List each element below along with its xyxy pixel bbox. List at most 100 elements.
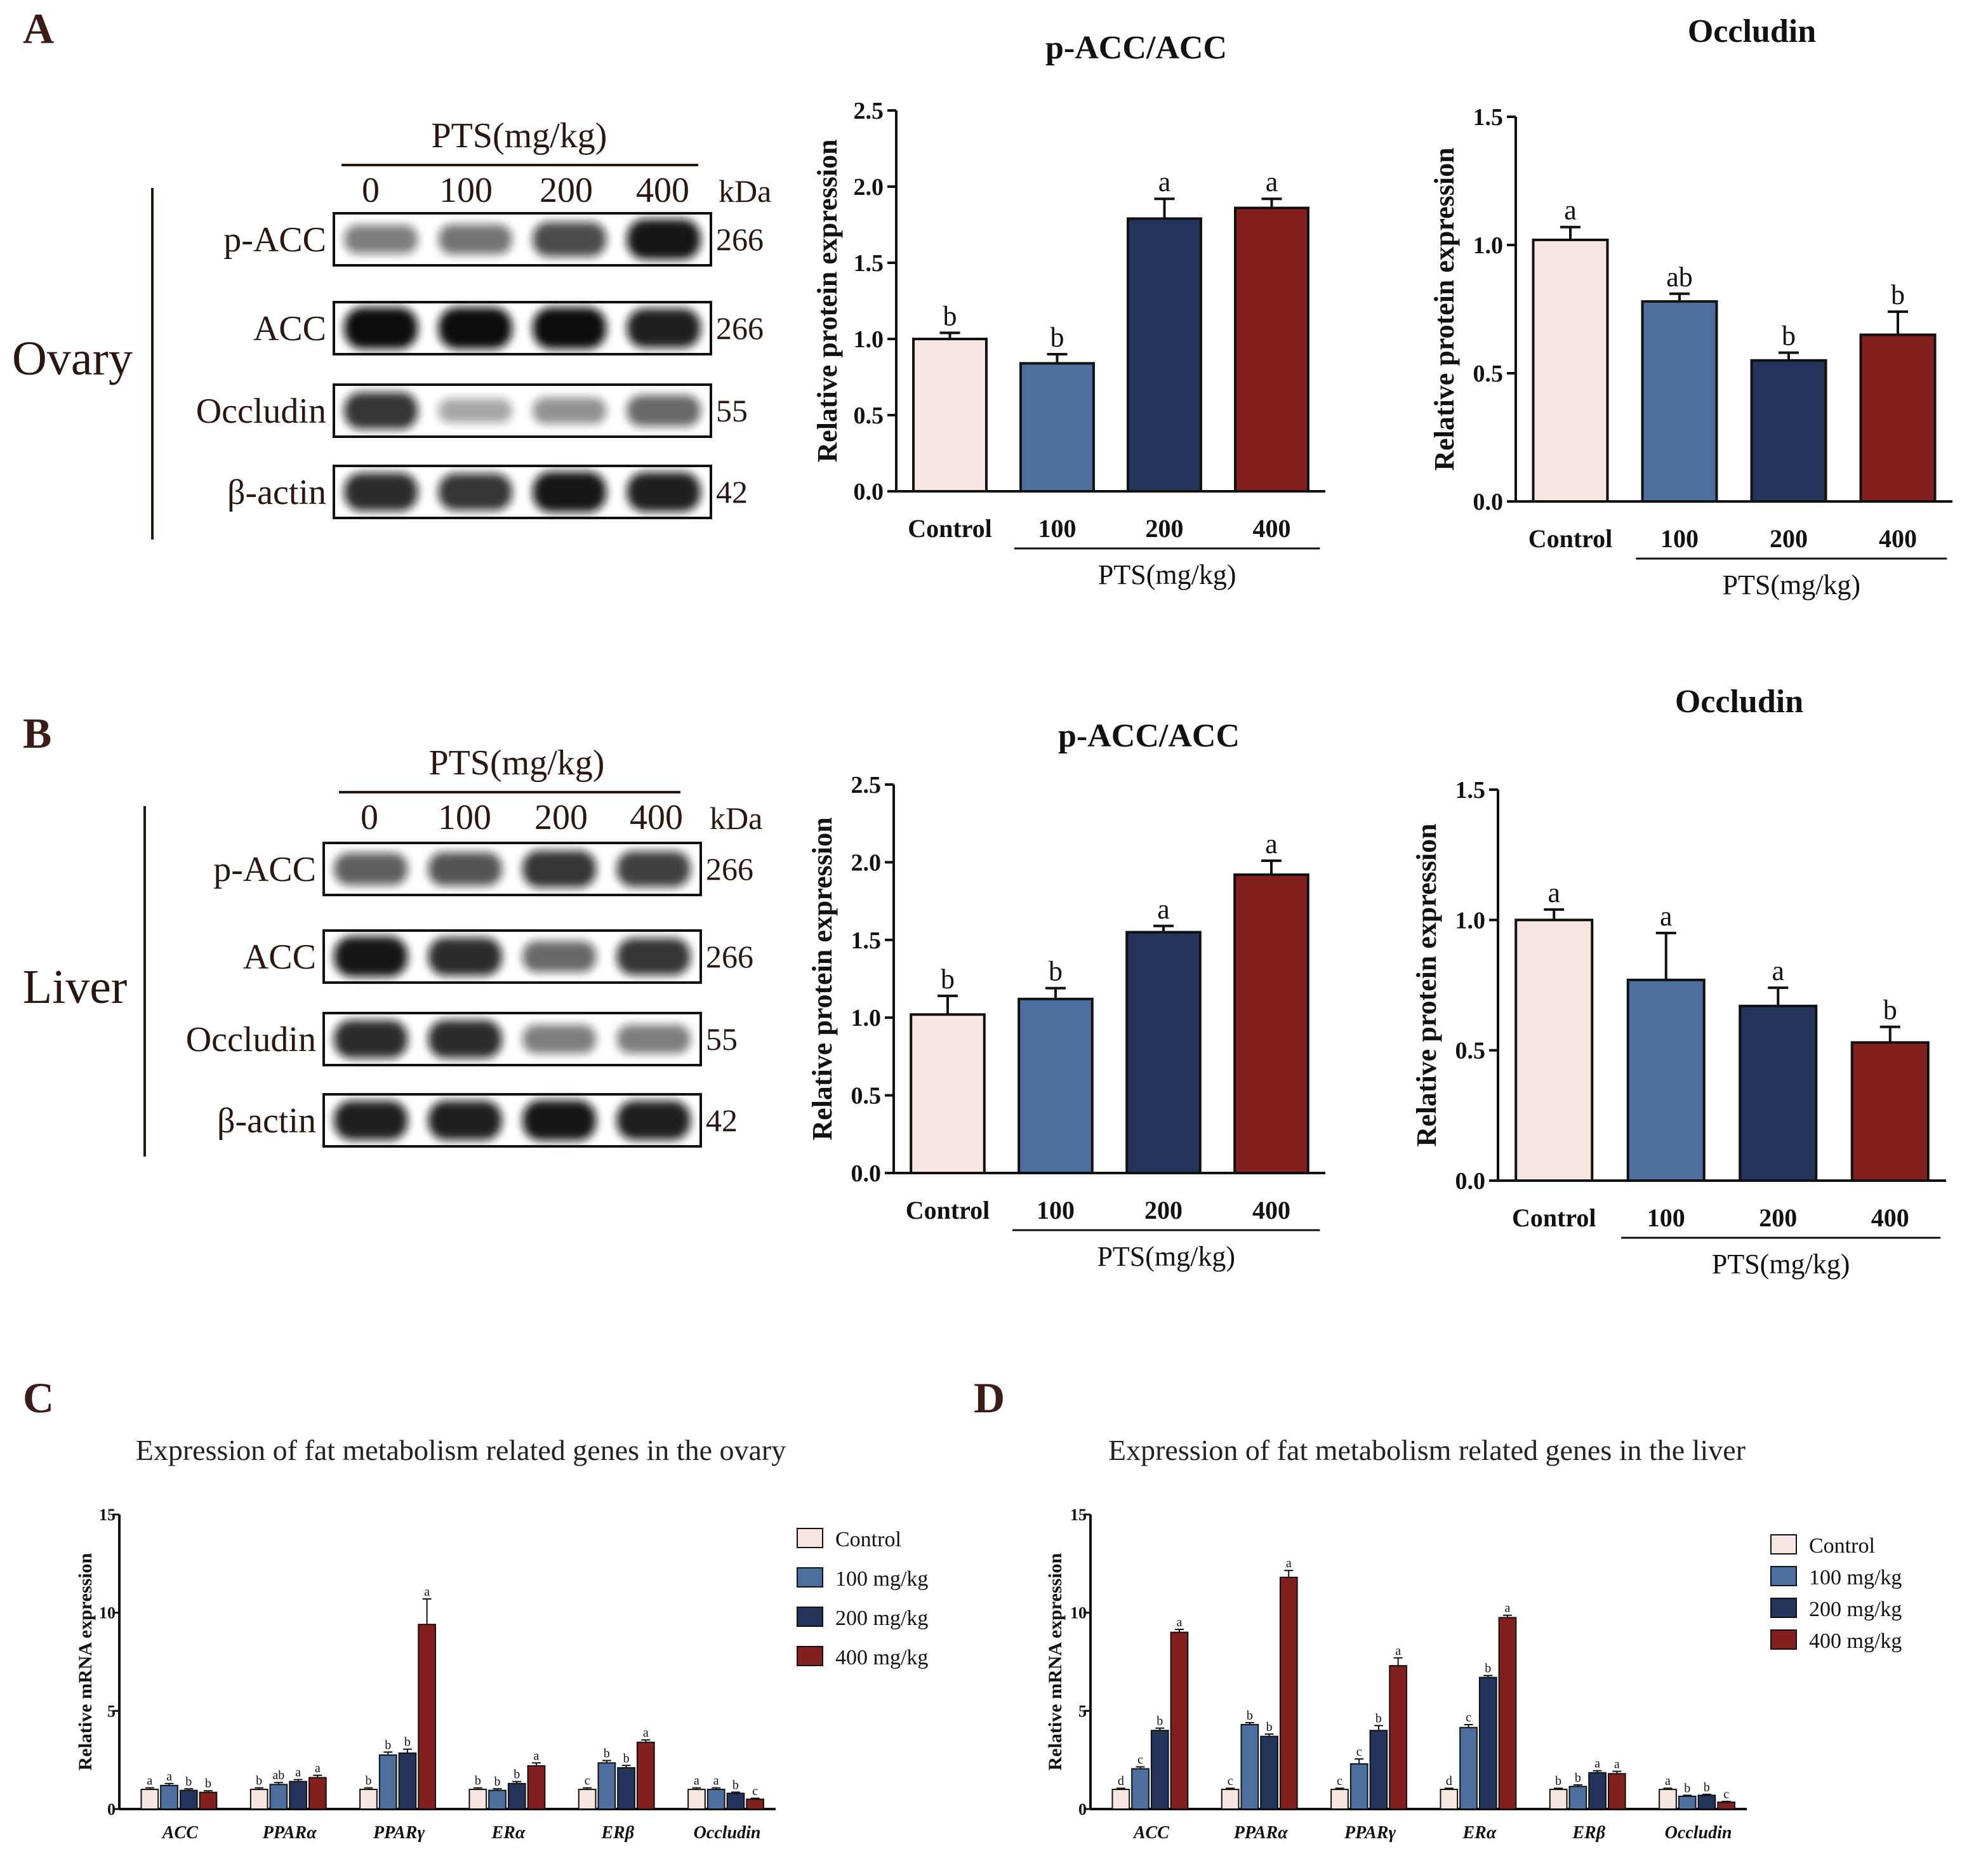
bar	[1850, 1041, 1930, 1183]
bar	[1588, 1772, 1607, 1810]
blot-protein-label: p-ACC	[223, 220, 326, 260]
blot-protein-label: ACC	[253, 309, 326, 348]
bar	[1678, 1795, 1697, 1810]
significance-label: b	[1684, 1781, 1690, 1795]
bar	[199, 1791, 218, 1810]
y-tick-label: 1.0	[1473, 232, 1504, 259]
bar	[1440, 1789, 1459, 1810]
blot-band	[334, 936, 408, 977]
significance-label: a	[534, 1749, 540, 1763]
legend-label: 200 mg/kg	[1809, 1598, 1902, 1621]
blot-band	[438, 224, 512, 255]
bar	[597, 1762, 616, 1810]
y-axis-label: Relative mRNA expression	[75, 1553, 96, 1770]
significance-label: c	[1723, 1787, 1729, 1801]
y-tick-label: 1.5	[1473, 104, 1504, 131]
y-tick-label: 0	[107, 1800, 116, 1819]
y-axis-label: Relative protein expression	[1429, 147, 1460, 470]
significance-label: b	[1485, 1662, 1491, 1676]
panel-letter-b: B	[23, 709, 51, 757]
significance-label: a	[424, 1585, 430, 1599]
significance-label: c	[752, 1784, 758, 1798]
y-tick-label: 10	[99, 1604, 116, 1622]
chart-title: Expression of fat metabolism related gen…	[1108, 1434, 1746, 1466]
significance-label: a	[166, 1770, 172, 1784]
significance-label: b	[1891, 279, 1905, 310]
significance-label: a	[1564, 195, 1577, 226]
blot-kda-value: 55	[716, 393, 748, 428]
significance-label: b	[1883, 995, 1897, 1026]
bar	[1131, 1768, 1150, 1810]
bar	[1221, 1789, 1240, 1810]
bar	[1859, 333, 1937, 503]
significance-label: b	[475, 1774, 481, 1788]
bar	[706, 1789, 726, 1810]
bar	[1349, 1763, 1368, 1810]
blot-kda-value: 266	[716, 222, 764, 257]
x-tick-label: 200	[1144, 1196, 1183, 1224]
x-tick-label: Control	[908, 514, 992, 543]
y-tick-label: 2.0	[851, 849, 882, 876]
significance-label: b	[256, 1774, 262, 1788]
chart-D: Expression of fat metabolism related gen…	[1045, 1434, 1902, 1843]
x-tick-label: Occludin	[1665, 1823, 1732, 1843]
significance-label: a	[1395, 1644, 1401, 1658]
legend-label: Control	[1809, 1534, 1875, 1558]
bar	[418, 1624, 437, 1810]
significance-label: a	[1614, 1758, 1620, 1772]
x-tick-label: 400	[1253, 514, 1291, 543]
y-tick-label: 1.0	[1455, 907, 1486, 934]
y-tick-label: 0.5	[854, 402, 884, 429]
blot-band	[522, 1024, 597, 1054]
legend-label: 400 mg/kg	[835, 1646, 928, 1669]
legend-swatch	[797, 1567, 823, 1588]
bar	[527, 1765, 546, 1810]
bar	[1019, 362, 1095, 493]
x-tick-label: ERα	[1462, 1823, 1496, 1843]
chart-C: Expression of fat metabolism related gen…	[75, 1434, 928, 1843]
bar	[308, 1777, 327, 1810]
bar	[1233, 873, 1309, 1174]
western-blot-liver: PTS(mg/kg) 0 100 200 400 kDa Liver p-ACC 266 ACC 2…	[23, 743, 762, 1157]
bar	[1150, 1730, 1169, 1810]
bar	[912, 338, 988, 493]
bar	[378, 1754, 397, 1810]
bar	[1514, 918, 1594, 1183]
chart-title: Occludin	[1688, 13, 1816, 50]
y-tick-label: 10	[1070, 1604, 1087, 1622]
significance-label: b	[1156, 1714, 1163, 1728]
x-tick-label: 100	[1660, 524, 1699, 553]
legend-label: Control	[835, 1528, 901, 1551]
y-tick-label: 5	[1078, 1702, 1087, 1720]
x-tick-label: Occludin	[694, 1823, 761, 1843]
significance-label: b	[1266, 1720, 1273, 1734]
y-tick-label: 2.0	[854, 174, 884, 201]
legend-swatch	[1770, 1566, 1797, 1586]
bar	[1478, 1676, 1497, 1810]
group-label: PTS(mg/kg)	[1098, 559, 1236, 590]
bar	[507, 1782, 526, 1810]
bar	[398, 1752, 417, 1810]
significance-label: b	[1575, 1771, 1581, 1785]
significance-label: b	[1375, 1712, 1382, 1726]
significance-label: b	[604, 1747, 610, 1761]
bar	[1125, 931, 1202, 1175]
blot-protein-label: β-actin	[227, 473, 326, 512]
bar	[1607, 1773, 1626, 1810]
x-tick-label: 200	[1146, 514, 1184, 543]
significance-label: b	[1704, 1780, 1710, 1794]
blot-kda-label: kDa	[710, 800, 762, 836]
y-tick-label: 0	[1078, 1800, 1087, 1819]
y-tick-label: 2.5	[851, 772, 882, 799]
blot-lane-label: 200	[534, 798, 588, 837]
y-tick-label: 1.5	[1455, 777, 1486, 804]
bar	[1369, 1730, 1388, 1810]
chart-title: Expression of fat metabolism related gen…	[136, 1434, 786, 1466]
x-tick-label: 400	[1871, 1203, 1909, 1232]
legend-label: 100 mg/kg	[835, 1567, 928, 1591]
blot-kda-value: 55	[706, 1021, 738, 1057]
significance-label: a	[1157, 894, 1170, 925]
significance-label: b	[365, 1774, 371, 1788]
significance-label: b	[1050, 322, 1064, 353]
